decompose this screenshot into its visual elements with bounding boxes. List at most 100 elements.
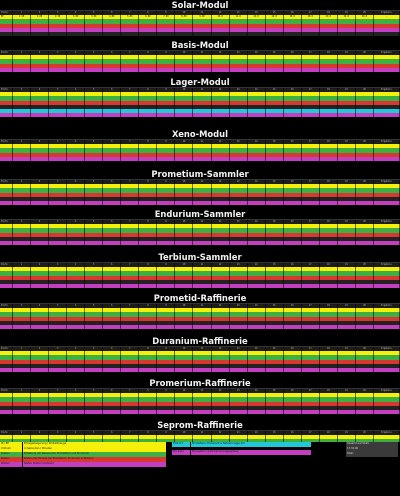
table-cell [121, 367, 140, 373]
table-cell [266, 267, 284, 272]
table-cell [356, 152, 374, 157]
table-cell [13, 55, 32, 60]
table-cell [212, 104, 230, 109]
table-cell [31, 279, 50, 284]
level-header: 2 [31, 347, 50, 352]
level-header: 9 [157, 180, 176, 185]
table-cell [85, 308, 104, 313]
level-header: 1 [13, 220, 32, 225]
table-row [0, 156, 400, 161]
table-cell: 20.0 [302, 15, 320, 20]
table-cell [13, 196, 32, 201]
table-cell [356, 228, 374, 233]
row-label [0, 271, 13, 276]
table-cell [193, 320, 212, 325]
table-cell: 9.00 [193, 15, 212, 20]
level-header: 18 [320, 140, 338, 145]
result-cell [374, 96, 400, 101]
level-header: 19 [338, 180, 356, 185]
table-cell [103, 355, 122, 360]
table-cell [49, 192, 68, 197]
table-cell [193, 405, 212, 410]
table-cell [67, 23, 86, 28]
table-cell [31, 55, 50, 60]
table-cell [193, 144, 212, 149]
table-cell [121, 324, 140, 330]
table-cell [230, 312, 248, 317]
table-cell [212, 401, 230, 406]
table-cell [193, 308, 212, 313]
result-cell [374, 308, 400, 313]
table-cell [338, 67, 356, 72]
level-header: 16 [284, 140, 302, 145]
table-cell [49, 96, 68, 101]
table-cell [31, 92, 50, 97]
table-cell [13, 144, 32, 149]
table-cell [193, 351, 212, 356]
table-cell [121, 435, 140, 440]
result-cell: Ergebnis [374, 347, 400, 352]
table-cell [193, 435, 212, 440]
table-cell [31, 67, 50, 72]
table-cell [248, 108, 266, 114]
table-cell [338, 31, 356, 37]
table-cell [157, 240, 176, 246]
row-label [0, 308, 13, 313]
table-cell [157, 351, 176, 356]
table-cell [67, 316, 86, 321]
table-cell [284, 152, 302, 157]
table-cell [13, 351, 32, 356]
table-cell [320, 148, 338, 153]
table-cell [212, 271, 230, 276]
table-cell [31, 359, 50, 364]
row-label [0, 67, 13, 72]
table-cell [338, 351, 356, 356]
level-header: 14 [248, 431, 266, 436]
table-cell [49, 308, 68, 313]
level-header: 11 [193, 140, 212, 145]
level-header: 18 [320, 431, 338, 436]
table-cell [49, 351, 68, 356]
level-header: 7 [121, 51, 140, 56]
table-cell [31, 113, 50, 118]
table-cell [356, 232, 374, 237]
table-cell [103, 67, 122, 72]
module-table: Stufe 1 2 3 4 5 6 7 8 9 10 11 12 13 14 15 16 17 18 19 20 Erge… [0, 388, 400, 415]
table-cell [338, 59, 356, 64]
table-cell: 8.00 [175, 15, 194, 20]
table-cell [193, 31, 212, 37]
level-header: 19 [338, 304, 356, 309]
table-cell [302, 393, 320, 398]
table-cell [338, 19, 356, 24]
table-row [0, 232, 400, 237]
table-cell [121, 92, 140, 97]
table-cell [103, 31, 122, 37]
table-cell [67, 275, 86, 280]
level-header: 3 [49, 220, 68, 225]
table-cell [103, 324, 122, 330]
table-cell [356, 320, 374, 325]
table-cell [212, 355, 230, 360]
table-row [0, 397, 400, 402]
table-row [0, 67, 400, 72]
table-cell [49, 355, 68, 360]
table-cell [67, 144, 86, 149]
result-cell [374, 324, 400, 330]
table-cell [338, 401, 356, 406]
table-cell [212, 275, 230, 280]
row-label [0, 156, 13, 161]
table-cell [13, 240, 32, 246]
table-cell [31, 96, 50, 101]
table-cell [175, 108, 194, 114]
table-cell [356, 192, 374, 197]
result-cell [374, 144, 400, 149]
table-cell [230, 236, 248, 241]
table-cell [103, 59, 122, 64]
level-header: 2 [31, 180, 50, 185]
table-cell [248, 156, 266, 161]
table-cell [212, 228, 230, 233]
table-cell [139, 188, 158, 193]
table-cell [139, 27, 158, 32]
table-cell [31, 27, 50, 32]
table-row: Stufe 1 2 3 4 5 6 7 8 9 10 11 12 13 14 15 16 17 18 19 20 Erge… [0, 347, 400, 352]
